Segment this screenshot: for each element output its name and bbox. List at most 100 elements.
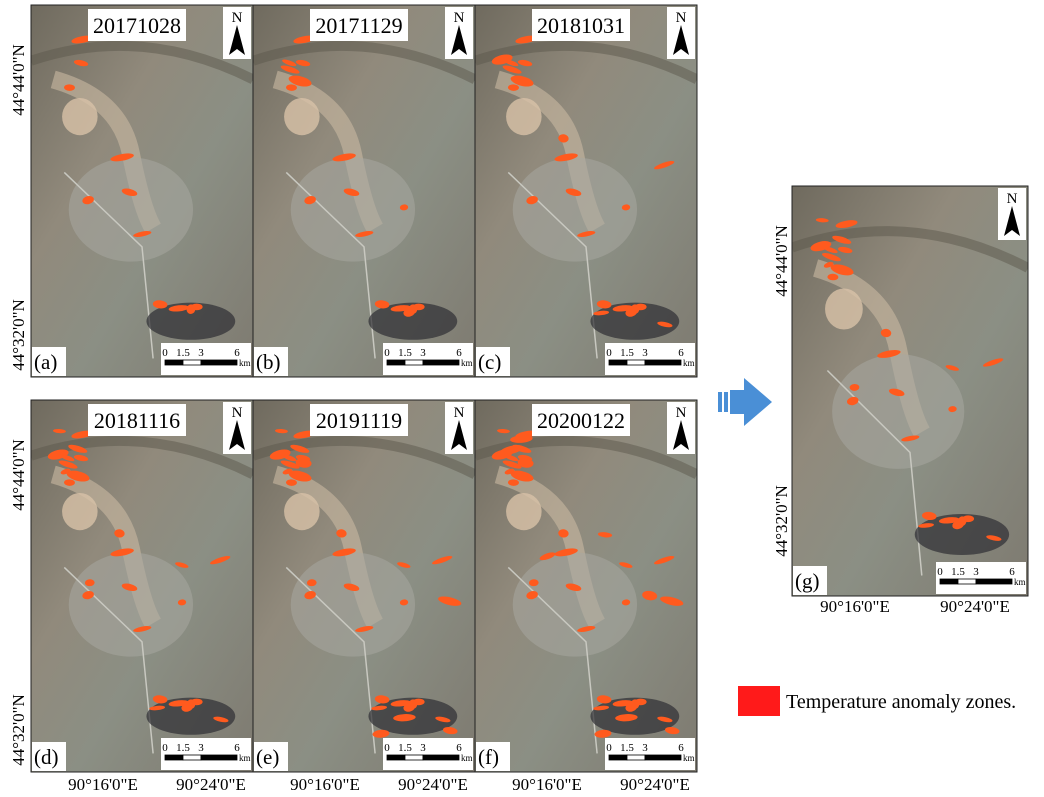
scale-segment (405, 360, 423, 365)
scale-tick-label: 0 (937, 566, 943, 578)
tailings (62, 98, 98, 135)
north-label: N (454, 405, 465, 421)
scale-tick-label: 1.5 (398, 347, 412, 359)
longitude-label: 90°24'0"E (940, 597, 1010, 616)
basin (513, 553, 637, 657)
arrow (718, 378, 772, 426)
north-label: N (232, 405, 243, 421)
scale-segment (165, 360, 183, 365)
scale-tick-label: 3 (973, 566, 979, 578)
scale-unit: km (461, 358, 473, 368)
date-label: 20200122 (537, 408, 625, 433)
legend-swatch (738, 686, 780, 716)
longitude-label: 90°16'0"E (68, 775, 138, 792)
scale-segment (609, 755, 627, 760)
tailings (506, 98, 542, 135)
panel-letter: (a) (34, 350, 57, 374)
date-label: 20181031 (537, 13, 625, 38)
scale-segment (940, 579, 958, 584)
panel-letter: (b) (256, 350, 281, 374)
scale-segment (405, 755, 423, 760)
basin (832, 354, 964, 469)
legend-label: Temperature anomaly zones. (786, 691, 1016, 713)
panel-letter: (e) (256, 745, 279, 769)
basin (291, 158, 415, 262)
map-panel: N20171129(b)01.536km (253, 5, 475, 377)
north-label: N (676, 10, 687, 26)
panel-letter: (d) (34, 745, 59, 769)
latitude-label: 44°44'0"N (9, 439, 28, 511)
scale-tick-label: 3 (198, 742, 204, 754)
basin (513, 158, 637, 262)
panel-letter: (c) (478, 350, 501, 374)
scale-tick-label: 0 (162, 347, 168, 359)
scale-unit: km (1014, 577, 1026, 587)
scale-tick-label: 1.5 (951, 566, 965, 578)
latitude-label: 44°44'0"N (9, 44, 28, 116)
panel-letter: (g) (795, 569, 820, 593)
panel-letter: (f) (478, 745, 499, 769)
date-label: 20171028 (93, 13, 181, 38)
scale-segment (183, 360, 201, 365)
basin (69, 158, 193, 262)
scale-tick-label: 0 (162, 742, 168, 754)
scale-segment (201, 755, 237, 760)
scale-unit: km (461, 753, 473, 763)
scale-segment (387, 755, 405, 760)
scale-segment (183, 755, 201, 760)
scale-segment (165, 755, 183, 760)
basin (291, 553, 415, 657)
scale-unit: km (239, 358, 251, 368)
figure: Temperature anomaly zones. N 20171028 (a) 0… (0, 0, 1044, 792)
date-label: 20181116 (94, 408, 180, 433)
scale-segment (645, 360, 681, 365)
scale-tick-label: 0 (384, 347, 390, 359)
scale-tick-label: 1.5 (176, 347, 190, 359)
scale-segment (958, 579, 976, 584)
scale-segment (387, 360, 405, 365)
scale-tick-label: 3 (642, 347, 648, 359)
map-image (31, 400, 253, 772)
tailings (284, 98, 320, 135)
scale-segment (627, 755, 645, 760)
scale-tick-label: 3 (420, 347, 426, 359)
longitude-label: 90°24'0"E (398, 775, 468, 792)
tailings (284, 493, 320, 530)
scale-segment (976, 579, 1012, 584)
longitude-label: 90°24'0"E (176, 775, 246, 792)
latitude-label: 44°44'0"N (772, 225, 791, 297)
scale-tick-label: 0 (384, 742, 390, 754)
page: Temperature anomaly zones. N 20171028 (a) 0… (0, 0, 1044, 792)
scale-tick-label: 1.5 (176, 742, 190, 754)
latitude-label: 44°32'0"N (9, 299, 28, 371)
latitude-label: 44°32'0"N (772, 485, 791, 557)
scale-tick-label: 1.5 (620, 347, 634, 359)
map-panel: N20191119(e)01.536km (253, 400, 475, 772)
scale-unit: km (239, 753, 251, 763)
scale-segment (609, 360, 627, 365)
scale-segment (645, 755, 681, 760)
tailings (62, 493, 98, 530)
map-image (475, 400, 697, 772)
map-image (475, 5, 697, 377)
map-panel: N20171028(a)01.536km (31, 5, 253, 377)
scale-tick-label: 1.5 (620, 742, 634, 754)
map-image (253, 5, 475, 377)
longitude-label: 90°16'0"E (820, 597, 890, 616)
date-label: 20171129 (315, 13, 402, 38)
map-image (253, 400, 475, 772)
latitude-label: 44°32'0"N (9, 694, 28, 766)
scale-segment (201, 360, 237, 365)
basin (69, 553, 193, 657)
tailings (506, 493, 542, 530)
scale-unit: km (683, 753, 695, 763)
longitude-label: 90°16'0"E (512, 775, 582, 792)
scale-tick-label: 3 (420, 742, 426, 754)
map-image (31, 5, 253, 377)
scale-segment (627, 360, 645, 365)
north-label: N (232, 10, 243, 26)
scale-segment (423, 360, 459, 365)
